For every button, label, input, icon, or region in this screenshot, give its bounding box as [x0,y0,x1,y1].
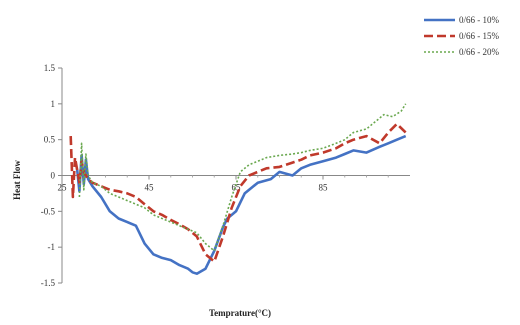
x-tick-label: 45 [145,183,155,193]
series-line-3 [78,103,407,252]
x-tick-label: 65 [232,183,242,193]
legend-label-2: 0/66 - 15% [459,31,499,41]
axes: 1.5 1 0.5 0 -0.5 -1 -1.5 25 45 65 85 [41,63,410,288]
y-tick-label: -0.5 [41,206,56,216]
series-line-1 [75,134,407,276]
x-tick-label: 25 [58,183,68,193]
series-line-2 [69,122,407,263]
y-axis-title: Heat Flow [12,160,22,200]
y-tick-label: -1.5 [41,278,56,288]
x-axis-title: Temprature(°C) [209,308,271,318]
y-tick-label: 0 [51,171,56,181]
legend-label-3: 0/66 - 20% [459,47,499,57]
y-tick-label: -1 [48,242,56,252]
legend-label-1: 0/66 - 10% [459,15,499,25]
y-tick-label: 1 [51,99,56,109]
x-tick-label: 85 [319,183,329,193]
legend: 0/66 - 10% 0/66 - 15% 0/66 - 20% [424,15,499,57]
series-layer [69,103,407,276]
y-tick-label: 1.5 [44,63,56,73]
y-tick-label: 0.5 [44,135,56,145]
